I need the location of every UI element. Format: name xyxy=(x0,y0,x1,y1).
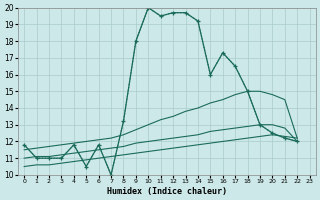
X-axis label: Humidex (Indice chaleur): Humidex (Indice chaleur) xyxy=(107,187,227,196)
